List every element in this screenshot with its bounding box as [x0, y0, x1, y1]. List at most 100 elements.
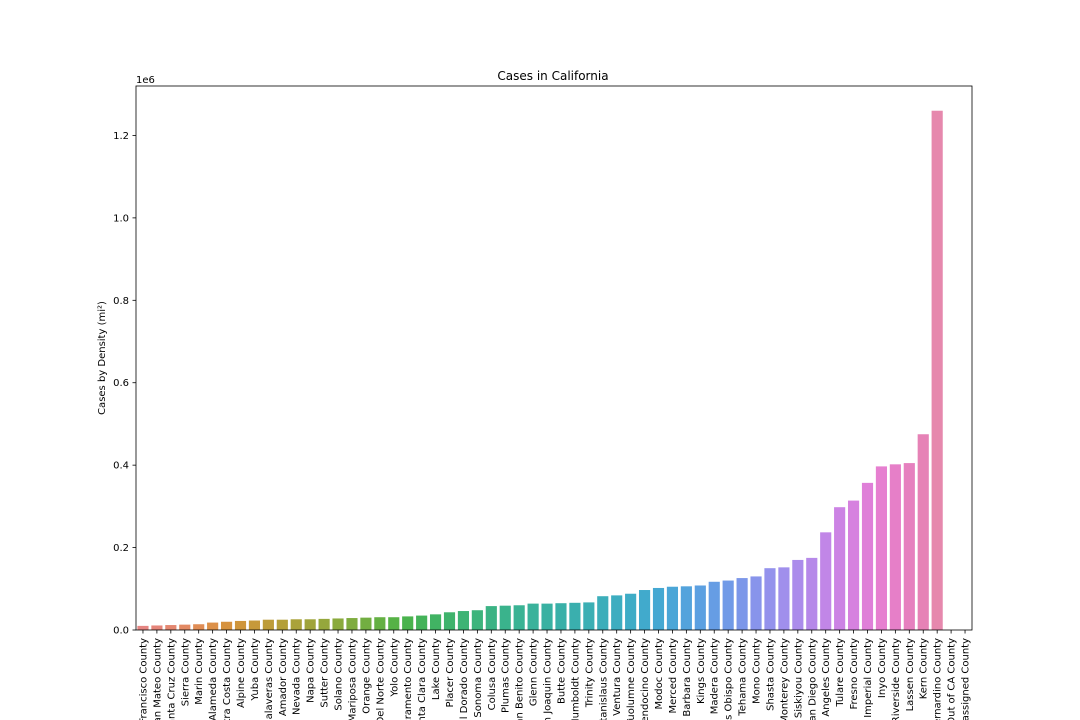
x-tick-label: Monterey County — [779, 638, 790, 720]
x-tick-label: Santa Barbara County — [682, 638, 693, 720]
bar — [806, 557, 818, 630]
x-tick-label: Contra Costa County — [222, 638, 233, 720]
bar — [471, 610, 483, 630]
bar — [792, 559, 804, 630]
bars-group — [137, 110, 943, 631]
x-tick-label: El Dorado County — [459, 638, 470, 720]
x-tick-label: San Joaquin County — [543, 638, 554, 720]
x-tick-label: Calaveras County — [264, 638, 275, 720]
bar — [555, 603, 567, 630]
bar — [429, 614, 442, 630]
x-tick-label: Napa County — [306, 638, 317, 703]
x-tick-label: Humboldt County — [570, 638, 581, 720]
x-tick-label: Inyo County — [877, 638, 888, 698]
bar — [485, 606, 497, 630]
bar — [346, 618, 358, 630]
x-tick-label: Merced County — [668, 638, 679, 714]
x-tick-label: Out of CA County — [947, 638, 958, 720]
x-tick-label: Kings County — [696, 638, 707, 704]
y-axis-label: Cases by Density (mi²) — [97, 301, 108, 415]
x-tick-label: Nevada County — [292, 638, 303, 715]
bar — [847, 500, 860, 630]
x-tick-label: Sonoma County — [473, 638, 484, 718]
x-tick-label: Tulare County — [835, 638, 846, 708]
x-tick-label: Trinity County — [584, 638, 595, 708]
x-tick-label: Sierra County — [180, 638, 191, 706]
x-tick-label: Amador County — [278, 638, 289, 716]
bar — [332, 618, 344, 630]
bar — [903, 463, 915, 630]
bar — [834, 507, 846, 630]
bar — [220, 621, 233, 630]
x-tick-label: San Francisco County — [138, 638, 149, 720]
x-tick-label: Lassen County — [905, 638, 916, 711]
x-tick-label: Alameda County — [208, 638, 219, 720]
x-tick-label: Stanislaus County — [598, 638, 609, 720]
x-tick-label: Kern County — [919, 638, 930, 699]
x-tick-label: San Luis Obispo County — [724, 638, 735, 720]
x-tick-label: Alpine County — [236, 638, 247, 708]
x-tick-label: Yuba County — [250, 638, 261, 702]
x-axis-ticks: San Francisco County San Mateo County Sant… — [138, 630, 972, 720]
bar — [193, 624, 205, 630]
bar — [179, 624, 191, 630]
bar — [541, 603, 553, 630]
bar — [527, 603, 539, 630]
x-tick-label: San Diego County — [807, 638, 818, 720]
y-tick-label: 0.6 — [113, 378, 129, 389]
x-tick-label: Mariposa County — [347, 638, 358, 720]
x-tick-label: Riverside County — [891, 638, 902, 720]
y-tick-label: 0.0 — [113, 626, 129, 637]
bar — [820, 532, 832, 630]
y-tick-label: 1.0 — [113, 213, 129, 224]
x-tick-label: San Benito County — [515, 638, 526, 720]
chart-title: Cases in California — [497, 69, 608, 83]
bar — [722, 580, 734, 630]
bar — [304, 619, 316, 630]
x-tick-label: Modoc County — [654, 638, 665, 710]
x-tick-label: Shasta County — [765, 638, 776, 711]
bar — [694, 585, 706, 630]
plot-frame — [135, 85, 973, 631]
bar — [750, 576, 762, 630]
y-axis-scale-label: 1e6 — [136, 75, 155, 86]
bar — [875, 466, 888, 630]
x-tick-label: Santa Clara County — [417, 638, 428, 720]
bar — [625, 593, 637, 630]
x-tick-label: Marin County — [194, 638, 205, 705]
x-tick-label: Tehama County — [738, 638, 749, 717]
bar — [680, 586, 692, 630]
y-tick-label: 0.4 — [113, 461, 129, 472]
bar — [234, 620, 247, 630]
bar — [374, 617, 386, 630]
bar — [137, 625, 149, 630]
bar — [638, 590, 651, 630]
bar — [778, 567, 790, 630]
x-tick-label: Solano County — [334, 638, 345, 711]
bar — [611, 595, 623, 630]
bar — [290, 619, 302, 630]
x-tick-label: Yolo County — [389, 638, 400, 698]
bar — [889, 464, 901, 630]
bar — [262, 619, 274, 630]
bar — [318, 618, 330, 630]
x-tick-label: Tuolumne County — [626, 638, 637, 720]
x-tick-label: Santa Cruz County — [166, 638, 177, 720]
bar — [736, 578, 748, 630]
bar — [666, 586, 679, 630]
x-tick-label: Sacramento County — [403, 638, 414, 720]
bar — [583, 602, 595, 630]
bar — [513, 605, 525, 630]
bar — [151, 625, 163, 630]
x-tick-label: Unassigned County — [961, 638, 972, 720]
bar — [457, 611, 470, 630]
x-tick-label: Plumas County — [501, 638, 512, 713]
x-tick-label: San Mateo County — [152, 638, 163, 720]
x-tick-label: Imperial County — [863, 638, 874, 718]
x-tick-label: San Bernardino County — [933, 638, 944, 720]
x-tick-label: Colusa County — [487, 638, 498, 710]
bar — [402, 616, 414, 630]
x-tick-label: Butte County — [556, 638, 567, 704]
bar — [861, 482, 874, 630]
